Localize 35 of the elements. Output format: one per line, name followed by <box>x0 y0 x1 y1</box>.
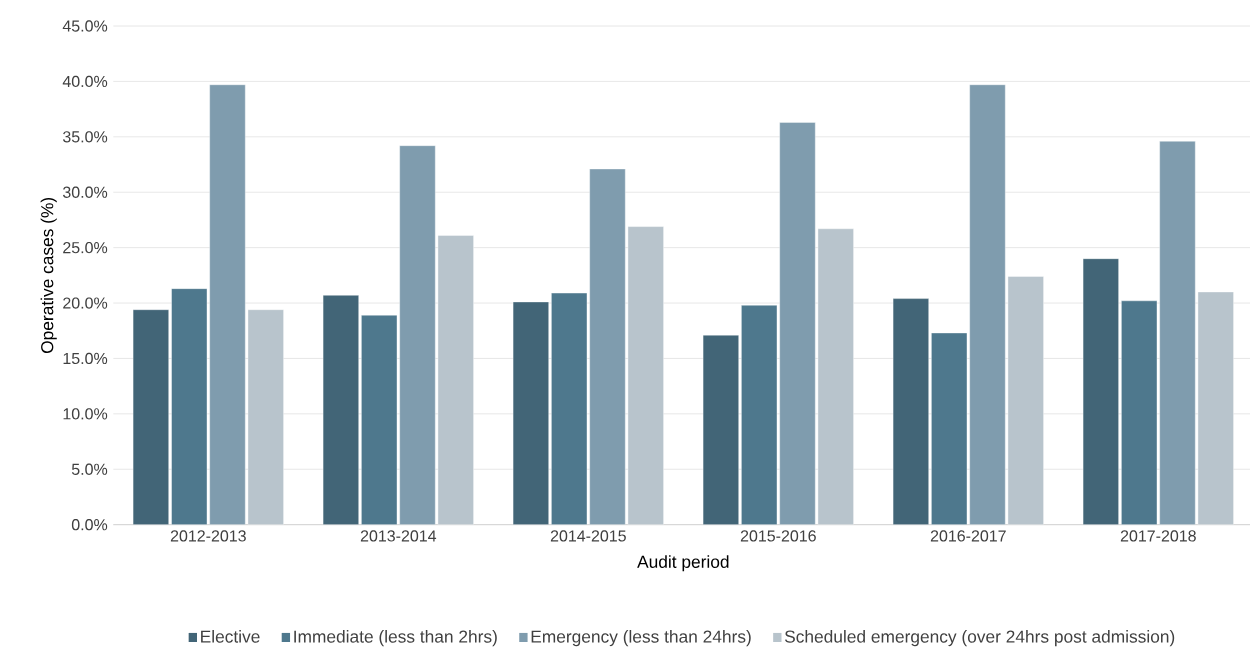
y-tick-label: 25.0% <box>63 241 108 254</box>
bar <box>512 301 549 525</box>
y-tick-label: 30.0% <box>62 186 108 198</box>
bar <box>171 288 208 525</box>
y-tick-label: 40.0% <box>62 75 108 88</box>
x-tick-label: 2015-2016 <box>740 530 816 542</box>
y-tick-label: 15.0% <box>63 352 108 365</box>
bar <box>741 305 778 525</box>
x-axis-title: Audit period <box>637 555 729 572</box>
legend-label: Elective <box>201 629 260 643</box>
y-tick-label: 35.0% <box>62 131 108 143</box>
bar <box>1121 300 1158 525</box>
x-tick-label: 2014-2015 <box>550 530 626 542</box>
bar <box>931 332 968 525</box>
y-tick-label: 0.0% <box>71 519 108 531</box>
bar <box>1082 258 1119 525</box>
legend-label: Emergency (less than 24hrs) <box>531 629 751 647</box>
bar <box>702 334 739 525</box>
y-tick-label: 45.0% <box>62 20 108 32</box>
y-tick-label: 20.0% <box>63 297 108 309</box>
bar <box>132 309 169 525</box>
x-tick-label: 2013-2014 <box>360 530 437 542</box>
y-axis-title: Operative cases (%) <box>40 197 57 354</box>
y-tick-label: 5.0% <box>71 463 108 475</box>
y-tick-label: 10.0% <box>63 408 108 420</box>
legend-label: Immediate (less than 2hrs) <box>294 629 497 647</box>
bar <box>361 315 398 525</box>
bar <box>322 295 359 525</box>
bar <box>892 298 929 525</box>
x-tick-label: 2012-2013 <box>170 530 246 542</box>
x-tick-label: 2016-2017 <box>930 530 1006 542</box>
x-tick-label: 2017-2018 <box>1120 530 1196 542</box>
legend-label: Scheduled emergency (over 24hrs post admission) <box>784 629 1175 647</box>
bar <box>247 309 284 525</box>
bar <box>551 292 588 525</box>
